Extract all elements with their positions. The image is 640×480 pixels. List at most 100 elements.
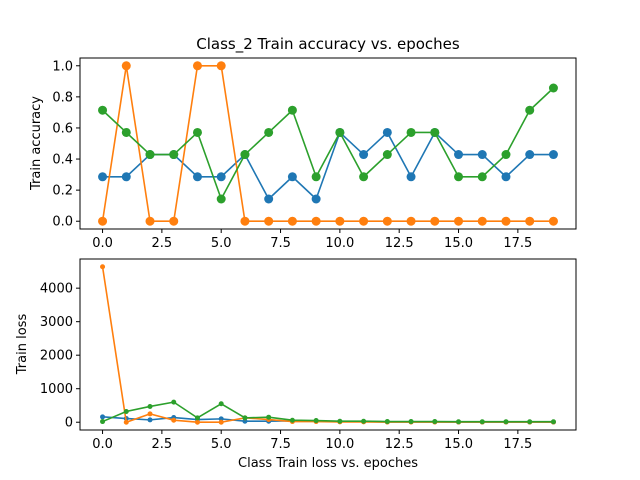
loss-series-2-point-9 <box>313 418 319 424</box>
loss-y-axis-label: Train loss <box>15 314 30 376</box>
accuracy-x-tick-label-7: 17.5 <box>503 236 532 251</box>
loss-series-2-point-2 <box>147 403 153 409</box>
accuracy-series-2-point-2 <box>145 150 155 160</box>
loss-x-tick-label-4: 10.0 <box>325 437 354 452</box>
accuracy-series-0-point-16 <box>477 150 487 160</box>
loss-y-tick-label-0: 0 <box>65 416 73 431</box>
accuracy-series-2-point-0 <box>98 105 108 115</box>
accuracy-series-2-point-18 <box>525 105 535 115</box>
accuracy-series-2-point-10 <box>335 127 345 137</box>
accuracy-series-1-point-19 <box>548 216 558 226</box>
loss-y-tick-label-2: 2000 <box>40 349 73 364</box>
accuracy-series-0-point-18 <box>525 150 535 160</box>
loss-subplot: Train loss Class Train loss vs. epoches … <box>15 258 577 471</box>
loss-series-2-point-6 <box>242 415 248 421</box>
accuracy-series-0-point-7 <box>264 194 274 204</box>
loss-series-1-point-1 <box>123 419 129 425</box>
loss-series-2-point-12 <box>384 419 390 425</box>
accuracy-series-0-point-17 <box>501 172 511 182</box>
accuracy-series-1-point-15 <box>454 216 464 226</box>
accuracy-series-0-point-19 <box>548 150 558 160</box>
loss-series-2-point-1 <box>123 409 129 414</box>
loss-y-tick-label-3: 3000 <box>40 315 73 330</box>
accuracy-series-1-point-13 <box>406 216 416 226</box>
accuracy-series-2-point-14 <box>430 127 440 137</box>
accuracy-series-1-point-8 <box>287 216 297 226</box>
accuracy-series-1-point-16 <box>477 216 487 226</box>
loss-series-2-point-0 <box>100 419 106 425</box>
accuracy-x-tick-label-0: 0.0 <box>92 236 113 251</box>
loss-x-tick-label-0: 0.0 <box>92 437 113 452</box>
loss-x-tick-label-7: 17.5 <box>503 437 532 452</box>
accuracy-series-1-point-2 <box>145 216 155 226</box>
loss-series-0-point-0 <box>100 414 106 420</box>
accuracy-series-2-point-7 <box>264 127 274 137</box>
accuracy-chart-title: Class_2 Train accuracy vs. epoches <box>196 35 460 54</box>
accuracy-y-tick-label-2: 0.4 <box>52 153 73 168</box>
accuracy-series-2-point-16 <box>477 172 487 182</box>
loss-x-tick-label-5: 12.5 <box>385 437 414 452</box>
accuracy-series-0-point-4 <box>192 172 202 182</box>
accuracy-series-2-point-11 <box>359 172 369 182</box>
accuracy-y-axis-label: Train accuracy <box>29 96 44 191</box>
loss-series-1-point-0 <box>100 264 106 270</box>
loss-axes-frame <box>79 258 577 431</box>
accuracy-series-0-point-15 <box>454 150 464 160</box>
loss-series-2-point-7 <box>266 414 272 420</box>
loss-y-tick-label-4: 4000 <box>40 282 73 297</box>
accuracy-x-tick-label-5: 12.5 <box>385 236 414 251</box>
loss-x-axis-label: Class Train loss vs. epoches <box>238 456 418 471</box>
loss-series-0-point-2 <box>147 417 153 423</box>
loss-series-1-point-2 <box>147 411 153 417</box>
accuracy-series-1-point-5 <box>216 61 226 71</box>
accuracy-series-0-point-0 <box>98 172 108 182</box>
accuracy-series-2-point-6 <box>240 150 250 160</box>
loss-series-2-point-18 <box>527 419 533 425</box>
loss-x-tick-label-2: 5.0 <box>211 437 232 452</box>
loss-series-2-point-14 <box>432 419 438 425</box>
accuracy-series-0-point-13 <box>406 172 416 182</box>
accuracy-x-tick-label-2: 5.0 <box>211 236 232 251</box>
accuracy-series-1-point-12 <box>382 216 392 226</box>
accuracy-y-tick-label-4: 0.8 <box>52 90 73 105</box>
loss-series-2-point-8 <box>289 417 295 423</box>
accuracy-series-1-point-7 <box>264 216 274 226</box>
accuracy-series-1-point-17 <box>501 216 511 226</box>
accuracy-series-2-point-8 <box>287 105 297 115</box>
accuracy-series-2-point-19 <box>548 83 558 93</box>
loss-series-1-point-3 <box>171 417 177 423</box>
accuracy-series-2-point-13 <box>406 127 416 137</box>
loss-series-2-point-17 <box>503 419 509 425</box>
loss-series-2-point-11 <box>361 418 367 424</box>
accuracy-series-1-point-1 <box>121 61 131 71</box>
accuracy-axes-frame <box>79 57 577 230</box>
accuracy-y-tick-label-1: 0.2 <box>52 184 73 199</box>
loss-series-2-point-5 <box>218 401 224 407</box>
accuracy-x-tick-label-3: 7.5 <box>270 236 291 251</box>
accuracy-series-0-point-1 <box>121 172 131 182</box>
accuracy-series-2-point-17 <box>501 150 511 160</box>
loss-series-2-point-4 <box>194 415 200 421</box>
loss-series-1-point-4 <box>194 419 200 425</box>
accuracy-series-1-point-11 <box>359 216 369 226</box>
accuracy-series-2-point-3 <box>169 150 179 160</box>
accuracy-subplot: Class_2 Train accuracy vs. epoches Train… <box>29 35 577 251</box>
accuracy-series-0-point-5 <box>216 172 226 182</box>
accuracy-series-1-point-18 <box>525 216 535 226</box>
loss-series-2-line <box>102 401 554 423</box>
accuracy-series-2-point-1 <box>121 127 131 137</box>
accuracy-series-2-point-5 <box>216 194 226 204</box>
accuracy-series-2-point-12 <box>382 150 392 160</box>
loss-x-tick-label-1: 2.5 <box>152 437 173 452</box>
accuracy-x-tick-label-6: 15.0 <box>444 236 473 251</box>
accuracy-series-2-point-15 <box>454 172 464 182</box>
accuracy-series-0-point-9 <box>311 194 321 204</box>
loss-y-tick-label-1: 1000 <box>40 382 73 397</box>
loss-series-2-point-16 <box>479 419 485 425</box>
accuracy-y-tick-label-3: 0.6 <box>52 121 73 136</box>
accuracy-series-0-point-12 <box>382 127 392 137</box>
loss-series-2-point-10 <box>337 418 343 424</box>
accuracy-series-1-point-6 <box>240 216 250 226</box>
loss-x-tick-label-3: 7.5 <box>270 437 291 452</box>
